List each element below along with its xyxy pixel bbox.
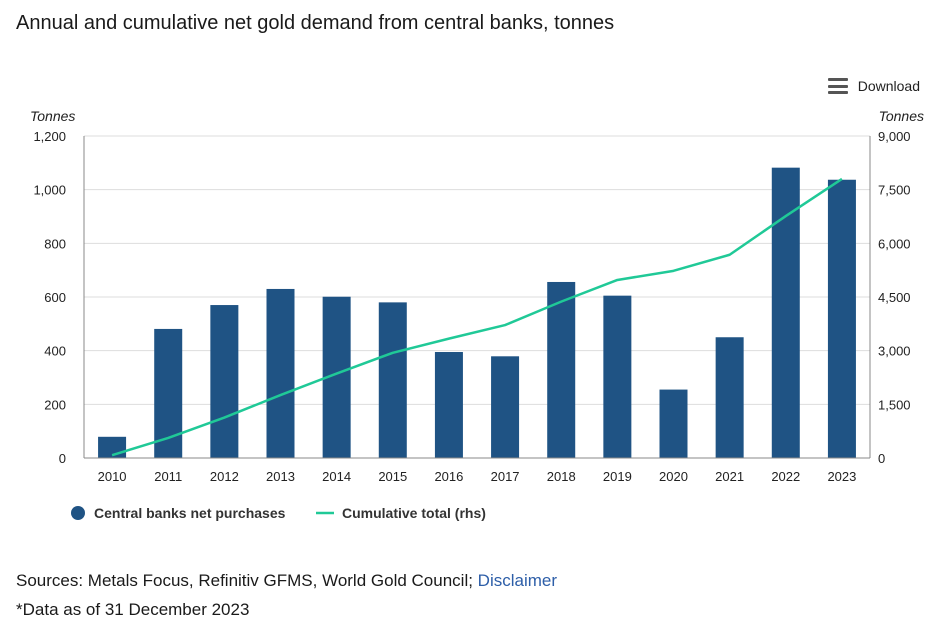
y-left-axis-label: Tonnes bbox=[30, 108, 75, 124]
bar-series bbox=[98, 167, 856, 458]
y-right-tick-label: 7,500 bbox=[878, 183, 911, 198]
legend-bar-marker bbox=[71, 506, 85, 520]
y-left-tick-label: 200 bbox=[44, 397, 66, 412]
y-left-tick-label: 1,200 bbox=[33, 129, 66, 144]
bar[interactable] bbox=[771, 167, 800, 458]
x-tick-label: 2015 bbox=[378, 469, 407, 484]
y-left-tick-label: 800 bbox=[44, 236, 66, 251]
y-right-tick-label: 6,000 bbox=[878, 236, 911, 251]
y-right-tick-label: 0 bbox=[878, 451, 885, 466]
y-right-tick-label: 3,000 bbox=[878, 344, 911, 359]
bar[interactable] bbox=[154, 328, 183, 458]
sources: Sources: Metals Focus, Refinitiv GFMS, W… bbox=[16, 571, 557, 591]
y-right-axis-label: Tonnes bbox=[879, 108, 924, 124]
bar[interactable] bbox=[659, 389, 688, 458]
bar[interactable] bbox=[547, 281, 576, 458]
axes: 0 200 400 600 800 1,000 1,200 0 1,500 3,000 4,500 6… bbox=[30, 108, 924, 484]
legend-line-label: Cumulative total (rhs) bbox=[342, 505, 486, 521]
cumulative-line[interactable] bbox=[111, 177, 843, 457]
chart-title: Annual and cumulative net gold demand fr… bbox=[16, 12, 615, 34]
x-tick-label: 2018 bbox=[547, 469, 576, 484]
bar[interactable] bbox=[378, 302, 407, 458]
x-tick-label: 2023 bbox=[827, 469, 856, 484]
x-tick-label: 2011 bbox=[154, 469, 182, 484]
x-tick-label: 2013 bbox=[266, 469, 295, 484]
menu-icon bbox=[827, 78, 848, 94]
x-tick-label: 2014 bbox=[322, 469, 351, 484]
legend-bar-label: Central banks net purchases bbox=[94, 505, 286, 521]
download-label: Download bbox=[857, 78, 920, 94]
x-tick-label: 2020 bbox=[659, 469, 688, 484]
bar[interactable] bbox=[491, 356, 520, 458]
bar[interactable] bbox=[210, 305, 239, 458]
bar[interactable] bbox=[715, 337, 744, 458]
chart: 0 200 400 600 800 1,000 1,200 0 1,500 3,000 4,500 6… bbox=[30, 108, 924, 521]
x-tick-label: 2010 bbox=[98, 469, 127, 484]
y-left-tick-label: 0 bbox=[59, 451, 66, 466]
bar[interactable] bbox=[266, 288, 295, 458]
data-note: *Data as of 31 December 2023 bbox=[16, 600, 250, 619]
x-tick-label: 2012 bbox=[210, 469, 239, 484]
download-button[interactable]: Download bbox=[827, 78, 920, 94]
y-left-tick-label: 600 bbox=[44, 290, 66, 305]
x-tick-label: 2016 bbox=[434, 469, 463, 484]
bar[interactable] bbox=[827, 179, 856, 458]
sources-text: Sources: Metals Focus, Refinitiv GFMS, W… bbox=[16, 571, 478, 590]
disclaimer-link[interactable]: Disclaimer bbox=[477, 571, 558, 590]
y-right-tick-label: 4,500 bbox=[878, 290, 911, 305]
y-right-tick-label: 9,000 bbox=[878, 129, 911, 144]
x-tick-label: 2022 bbox=[771, 469, 800, 484]
x-tick-label: 2017 bbox=[491, 469, 520, 484]
y-right-tick-label: 1,500 bbox=[878, 397, 911, 412]
bar[interactable] bbox=[434, 352, 463, 458]
y-left-tick-label: 400 bbox=[44, 344, 66, 359]
y-left-tick-label: 1,000 bbox=[33, 183, 66, 198]
bar[interactable] bbox=[603, 295, 632, 458]
grid-lines bbox=[84, 135, 870, 405]
legend: Central banks net purchases Cumulative to… bbox=[71, 505, 486, 521]
x-tick-label: 2021 bbox=[715, 469, 744, 484]
x-tick-label: 2019 bbox=[603, 469, 632, 484]
line-series bbox=[111, 177, 843, 457]
